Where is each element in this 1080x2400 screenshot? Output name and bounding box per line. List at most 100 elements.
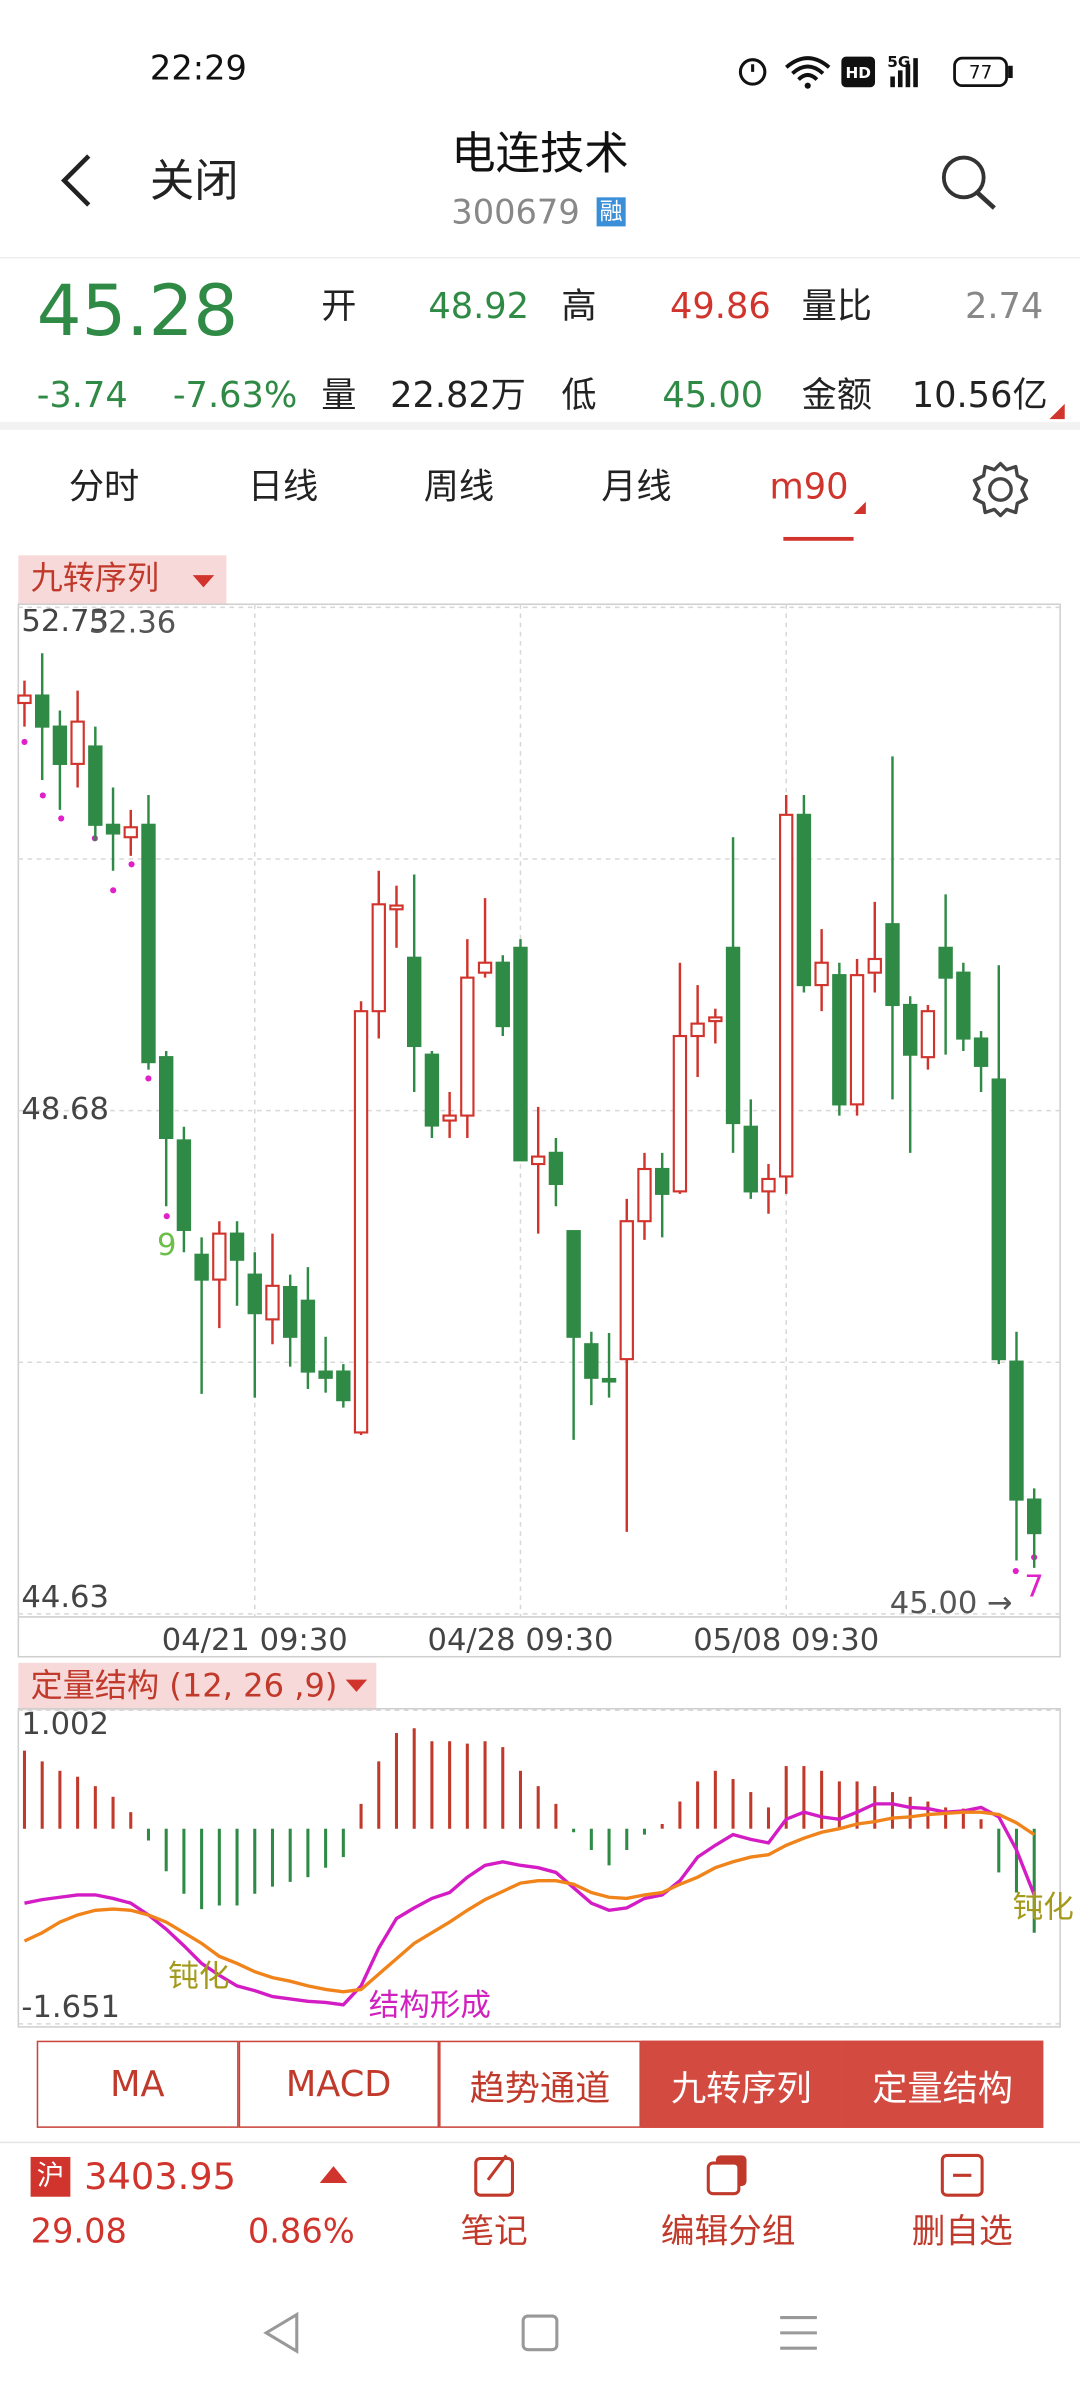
back-button[interactable] [46, 150, 107, 211]
annotation: 钝化 [1013, 1891, 1074, 1926]
candle-body [956, 971, 971, 1040]
candle-body [283, 1285, 298, 1338]
change-value: -3.74 [36, 376, 128, 417]
indicator-title[interactable]: 九转序列 [30, 559, 160, 597]
annotation: 结构形成 [369, 1989, 491, 2024]
index-badge: 沪 [30, 2156, 71, 2197]
candle-body [938, 946, 953, 979]
divider [0, 2141, 1080, 2144]
settings-button[interactable] [970, 459, 1031, 520]
candle-body [548, 1151, 564, 1185]
candle-body [1009, 1360, 1024, 1501]
indicator-title[interactable]: 定量结构 (12, 26 ,9) [30, 1667, 338, 1705]
note-icon[interactable] [471, 2151, 520, 2200]
last-price: 45.28 [36, 269, 239, 352]
amount-label: 金额 [801, 376, 872, 417]
tab[interactable]: 日线 [247, 468, 319, 508]
annotation: 9 [157, 1228, 176, 1263]
candle-body [779, 813, 794, 1178]
y-tick-label: 52.73 [21, 604, 109, 639]
candle-body [353, 1010, 369, 1434]
status-time: 22:29 [149, 50, 247, 89]
up-arrow [319, 2166, 348, 2183]
candle-body [849, 974, 865, 1106]
footer-action[interactable]: 删自选 [911, 2213, 1013, 2252]
candle-body [814, 961, 829, 987]
indicator-button[interactable]: MA [36, 2040, 239, 2128]
low-label: 低 [561, 376, 597, 417]
candle-body [601, 1377, 617, 1383]
candle-body [300, 1299, 316, 1373]
system-nav [263, 2311, 817, 2354]
tab-indicator [783, 501, 866, 541]
candle-body [885, 923, 900, 1007]
footer-action[interactable]: 笔记 [460, 2213, 528, 2252]
index-value[interactable]: 3403.95 [84, 2155, 236, 2199]
candle-body [460, 976, 475, 1117]
annotation: 7 [1024, 1569, 1043, 1604]
ratio-label: 量比 [801, 287, 872, 328]
close-button[interactable]: 关闭 [149, 154, 239, 207]
candle-body [743, 1125, 758, 1193]
tab[interactable]: 分时 [68, 468, 140, 508]
status-icons: HD 5G 77 [738, 53, 1013, 89]
x-tick-label: 04/28 09:30 [427, 1623, 613, 1658]
indicator-button[interactable]: MACD [238, 2040, 440, 2128]
battery-level: 77 [969, 62, 992, 83]
network-label: 5G [887, 53, 910, 71]
indicator-label-box[interactable] [18, 1662, 377, 1711]
remove-icon[interactable] [938, 2151, 987, 2200]
candle-body [194, 1253, 209, 1281]
tab-active[interactable]: m90 [769, 468, 849, 508]
y-tick-label: 44.63 [21, 1580, 109, 1615]
footer-action[interactable]: 编辑分组 [660, 2213, 796, 2252]
annotation: 钝化 [168, 1959, 229, 1994]
search-button[interactable] [936, 150, 1003, 214]
divider [0, 256, 1080, 259]
candle-body [105, 823, 121, 835]
candle-body [477, 961, 493, 974]
tab[interactable]: 月线 [601, 468, 672, 508]
low-value: 45.00 [662, 376, 764, 417]
candle-body [70, 720, 85, 765]
y-tick-label: 1.002 [21, 1707, 109, 1742]
candle-body [903, 1003, 918, 1056]
ratio-value: 2.74 [964, 287, 1044, 328]
candle-body [159, 1056, 174, 1140]
annotation: 52.36 [89, 606, 177, 641]
expand-corner[interactable] [1049, 403, 1067, 422]
stock-name: 电连技术 [451, 126, 629, 179]
candle-body [407, 956, 422, 1048]
candle-body [141, 823, 156, 1064]
candle-body [584, 1343, 599, 1379]
indicator-button-active[interactable]: 定量结构 [841, 2040, 1044, 2128]
candle-body [566, 1230, 581, 1338]
x-tick-label: 04/21 09:30 [162, 1623, 348, 1658]
candle-body [52, 725, 68, 765]
amount-value: 10.56亿 [911, 376, 1048, 417]
candle-body [973, 1037, 989, 1067]
indicator-button[interactable]: 趋势通道 [439, 2040, 641, 2128]
y-tick-label: 48.68 [21, 1092, 109, 1127]
candle-body [531, 1155, 546, 1166]
indicator-label-box[interactable] [18, 555, 227, 605]
volume-label: 量 [321, 376, 357, 417]
y-tick-label: -1.651 [21, 1990, 120, 2025]
candle-body [123, 826, 138, 839]
candle-body [318, 1370, 333, 1379]
candle-body [920, 1010, 936, 1059]
candle-body [619, 1220, 634, 1361]
open-label: 开 [321, 287, 357, 328]
candle-body [796, 813, 812, 987]
group-icon[interactable] [704, 2151, 753, 2200]
candle-body [35, 694, 50, 728]
candle-body [495, 961, 510, 1028]
tab[interactable]: 周线 [423, 468, 495, 508]
indicator-button-active[interactable]: 九转序列 [640, 2040, 842, 2128]
high-value: 49.86 [670, 287, 771, 328]
high-label: 高 [561, 287, 597, 328]
candle-body [265, 1284, 280, 1321]
annotation: 45.00 → [890, 1586, 1013, 1621]
